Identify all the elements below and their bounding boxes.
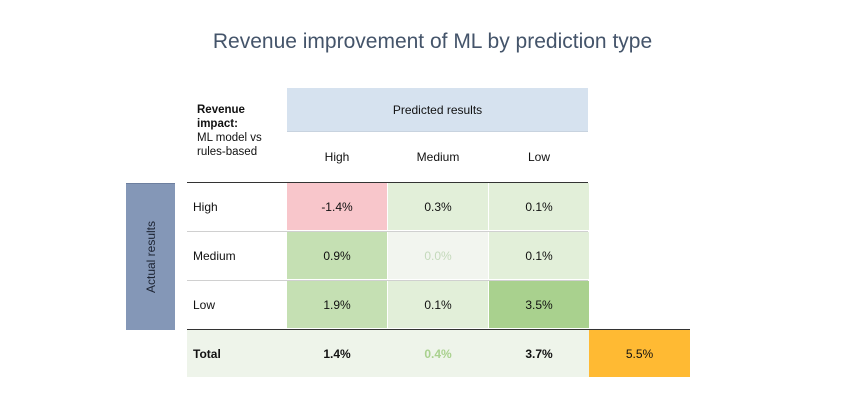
grand-total-cell: 5.5%: [589, 330, 690, 377]
actual-results-bar: Actual results: [126, 183, 175, 330]
corner-label: Revenue impact: ML model vs rules-based: [197, 103, 287, 159]
corner-label-sub: ML model vs rules-based: [197, 132, 262, 158]
row-divider: [187, 231, 588, 232]
predicted-results-header: Predicted results: [287, 88, 588, 132]
heatmap-cell: 0.9%: [287, 232, 387, 279]
heatmap-cell: -1.4%: [287, 183, 387, 230]
total-divider: [187, 329, 690, 330]
heatmap-cell: 0.0%: [388, 232, 488, 279]
chart-title: Revenue improvement of ML by prediction …: [212, 30, 653, 53]
heatmap-cell: 3.5%: [489, 281, 589, 328]
total-cell: 1.4%: [323, 346, 351, 361]
actual-results-label: Actual results: [143, 220, 158, 294]
heatmap-cell: 1.9%: [287, 281, 387, 328]
heatmap-cell: 0.1%: [489, 232, 589, 279]
heatmap-cell: 0.1%: [489, 183, 589, 230]
row-label-total: Total: [193, 347, 221, 361]
column-header-low: Low: [527, 150, 550, 164]
row-label-high: High: [193, 200, 218, 214]
row-divider: [187, 280, 588, 281]
row-label-medium: Medium: [193, 249, 236, 263]
corner-label-bold: Revenue impact:: [197, 104, 245, 130]
column-header-medium: Medium: [416, 150, 460, 164]
total-cell: 3.7%: [525, 346, 553, 361]
total-cell: 0.4%: [424, 346, 452, 361]
header-divider: [187, 182, 588, 183]
column-header-high: High: [324, 150, 350, 164]
row-label-low: Low: [193, 298, 216, 312]
heatmap-cell: 0.1%: [388, 281, 488, 328]
total-row-background: [187, 330, 589, 377]
heatmap-cell: 0.3%: [388, 183, 488, 230]
